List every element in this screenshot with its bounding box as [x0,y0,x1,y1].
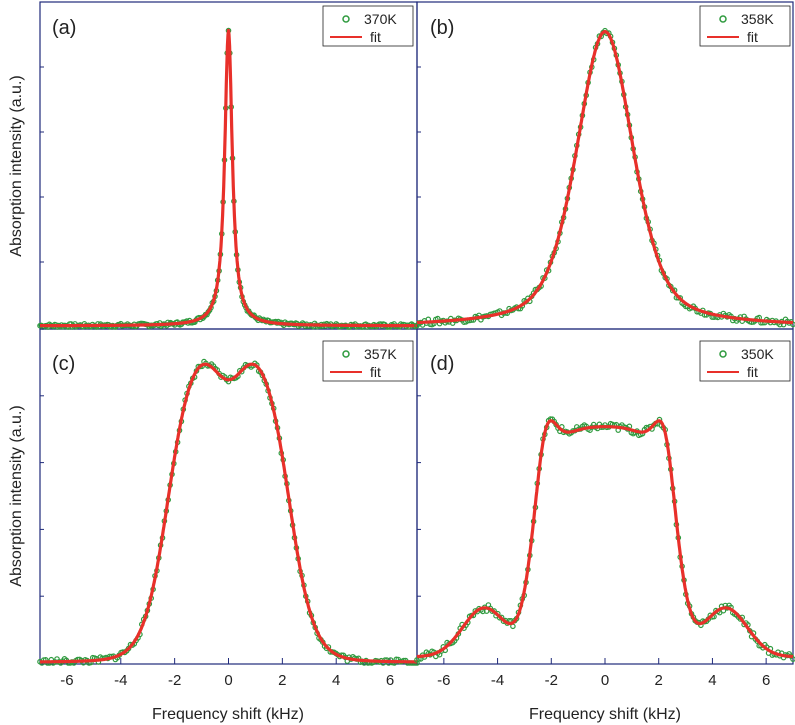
x-tick-label-d--2: -2 [545,672,558,689]
x-tick-label-d-0: 0 [601,672,609,689]
legend-label-temp-a: 370K [364,11,397,27]
x-tick-label-c--6: -6 [60,672,73,689]
legend-label-fit-c: fit [370,364,381,380]
legend-a: 370K fit [322,5,414,47]
panel-label-c: (c) [52,353,75,375]
legend-c: 357K fit [322,340,414,382]
panel-label-d: (d) [430,353,454,375]
x-axis-label-right: Frequency shift (kHz) [529,706,681,723]
fit-line-c [38,362,419,664]
legend-label-fit-a: fit [370,29,381,45]
legend-label-fit-b: fit [747,29,758,45]
y-axis-label-bottom: Absorption intensity (a.u.) [8,405,25,586]
x-tick-label-d-4: 4 [708,672,716,689]
x-tick-label-d-2: 2 [655,672,663,689]
panel-label-b: (b) [430,17,454,39]
y-axis-label-top: Absorption intensity (a.u.) [8,75,25,256]
legend-label-temp-b: 358K [741,11,774,27]
x-tick-label-d-6: 6 [762,672,770,689]
x-tick-label-c-0: 0 [224,672,232,689]
x-tick-label-c-2: 2 [278,672,286,689]
fit-line-a [38,28,419,328]
fit-line-b [415,30,795,325]
legend-label-temp-d: 350K [741,346,774,362]
legend-marker-data-b [719,15,727,23]
legend-marker-data-d [719,350,727,358]
legend-marker-data-a [342,15,350,23]
legend-d: 350K fit [699,340,791,382]
panel-label-a: (a) [52,17,76,39]
x-tick-label-c--4: -4 [114,672,127,689]
x-tick-label-c-6: 6 [386,672,394,689]
chart-marks: -6 -4 -2 0 2 4 6 -6 -4 -2 0 2 4 6 [37,1,795,689]
panel-b-frame [416,1,794,330]
x-tick-label-d--6: -6 [437,672,450,689]
data-series-a [37,27,420,330]
x-tick-label-c-4: 4 [332,672,340,689]
legend-marker-data-c [342,350,350,358]
legend-b: 358K fit [699,5,791,47]
legend-label-fit-d: fit [747,364,758,380]
fit-line-d [415,419,795,659]
legend-label-temp-c: 357K [364,346,397,362]
data-point-d [790,656,795,662]
data-series-b [414,27,795,329]
x-tick-label-d--4: -4 [491,672,504,689]
data-series-c [37,358,420,666]
x-tick-label-c--2: -2 [168,672,181,689]
x-axis-label-left: Frequency shift (kHz) [152,706,304,723]
data-series-d [414,416,795,663]
